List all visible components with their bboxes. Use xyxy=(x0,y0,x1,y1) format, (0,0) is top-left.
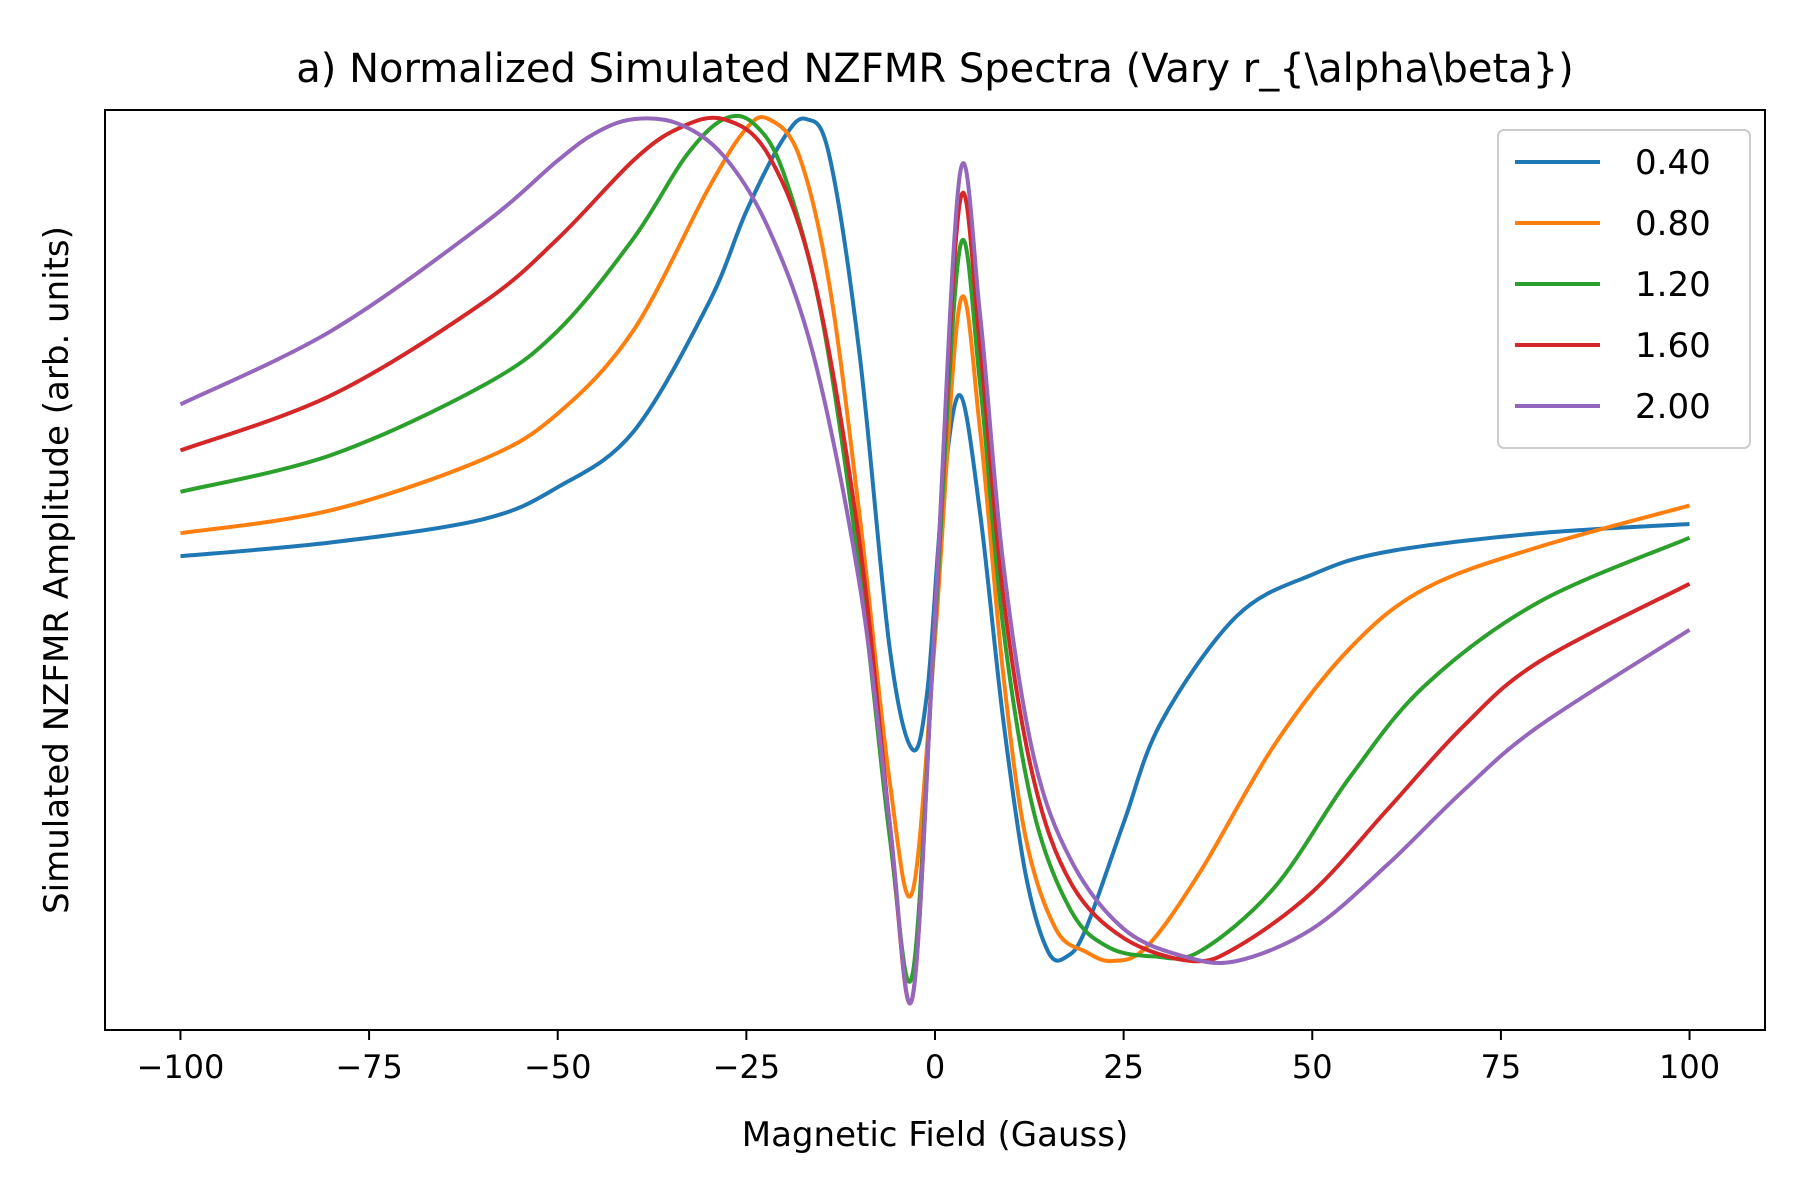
x-axis-ticks: −100 −75 −50 −25 0 25 50 75 100 xyxy=(137,1030,1720,1086)
x-tick-label: 75 xyxy=(1481,1048,1522,1086)
x-tick-label: −50 xyxy=(524,1048,592,1086)
series-line-4 xyxy=(179,116,1691,1006)
series-lines xyxy=(179,113,1691,1006)
chart-title: a) Normalized Simulated NZFMR Spectra (V… xyxy=(296,46,1574,92)
x-tick-label: 25 xyxy=(1103,1048,1144,1086)
legend-label-0: 0.40 xyxy=(1635,143,1711,183)
legend-box xyxy=(1497,129,1751,449)
legend-label-2: 1.20 xyxy=(1635,265,1711,305)
x-tick-label: −25 xyxy=(713,1048,781,1086)
legend-label-1: 0.80 xyxy=(1635,204,1711,244)
series-line-3 xyxy=(179,115,1691,1006)
x-tick-label: −100 xyxy=(137,1048,225,1086)
x-tick-label: 50 xyxy=(1292,1048,1333,1086)
legend-label-3: 1.60 xyxy=(1635,326,1711,366)
x-tick-label: 0 xyxy=(925,1048,945,1086)
series-line-2 xyxy=(180,113,1691,984)
legend: 0.40 0.80 1.20 1.60 2.00 xyxy=(1497,129,1751,449)
y-axis-label: Simulated NZFMR Amplitude (arb. units) xyxy=(37,226,77,914)
legend-label-4: 2.00 xyxy=(1635,387,1711,427)
x-tick-label: −75 xyxy=(335,1048,403,1086)
series-line-0 xyxy=(180,116,1690,963)
x-axis-label: Magnetic Field (Gauss) xyxy=(742,1115,1128,1155)
x-tick-label: 100 xyxy=(1659,1048,1720,1086)
